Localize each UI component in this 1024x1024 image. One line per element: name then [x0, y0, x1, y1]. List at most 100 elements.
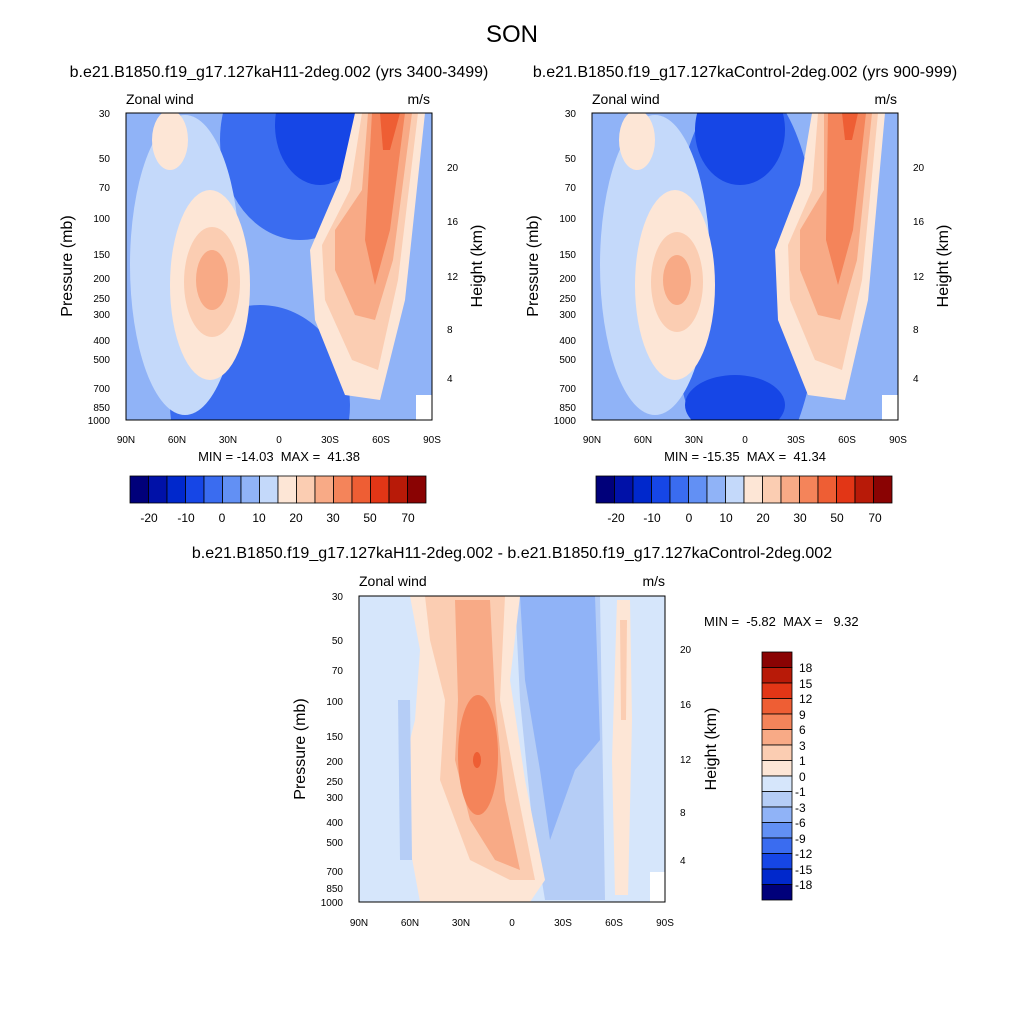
panel-2-contour-blue-center	[670, 113, 820, 420]
colorbar-tick-label: 10	[252, 511, 266, 525]
y-tick-label: 30	[565, 109, 577, 120]
panel-3-missing-terrain	[650, 872, 665, 902]
panel-3-colorbar	[761, 651, 793, 901]
colorbar-swatch	[817, 475, 837, 504]
colorbar-swatch	[761, 760, 793, 777]
y2-tick-label: 4	[447, 374, 453, 385]
colorbar-tick-label: 0	[686, 511, 693, 525]
panel-3-x-axis: 90N 60N 30N 0 30S 60S 90S	[350, 918, 674, 929]
panel-3-stats: MIN = -5.82 MAX = 9.32	[704, 614, 859, 629]
panel-1-right-label: m/s	[407, 91, 430, 107]
panel-3-left-label: Zonal wind	[359, 573, 427, 589]
colorbar-swatch	[651, 475, 671, 504]
colorbar-swatch	[370, 475, 390, 504]
colorbar-swatch	[632, 475, 652, 504]
y-tick-label: 150	[559, 250, 576, 261]
y-tick-label: 1000	[321, 898, 344, 909]
colorbar-tick-label: 1	[799, 754, 806, 768]
x-tick-label: 30S	[554, 918, 572, 929]
colorbar-swatch	[761, 744, 793, 761]
panel-2-contour-sh-jet-core	[842, 113, 858, 140]
panel-1-colorbar	[129, 475, 427, 504]
colorbar-swatch	[706, 475, 726, 504]
y-tick-label: 250	[559, 294, 576, 305]
y-tick-label: 300	[559, 310, 576, 321]
y-tick-label: 850	[559, 403, 576, 414]
y-tick-label: 700	[93, 384, 110, 395]
y-tick-label: 100	[326, 697, 343, 708]
colorbar-swatch	[351, 475, 371, 504]
panel-1-x-axis: 90N 60N 30N 0 30S 60S 90S	[117, 435, 441, 446]
y2-tick-label: 16	[447, 217, 459, 228]
panel-3-contour-sh-pos-core	[620, 620, 627, 720]
panel-3-frame	[358, 595, 666, 903]
y-tick-label: 500	[559, 355, 576, 366]
y-tick-label: 500	[326, 838, 343, 849]
colorbar-swatch	[259, 475, 279, 504]
panel-2-contour-sh-jet-4	[826, 113, 866, 285]
y-tick-label: 30	[332, 592, 344, 603]
y-tick-label: 150	[93, 250, 110, 261]
y-tick-label: 400	[326, 818, 343, 829]
colorbar-tick-label: 18	[799, 661, 813, 675]
colorbar-swatch	[761, 853, 793, 870]
colorbar-tick-label: -3	[795, 801, 806, 815]
panel-3-right-label: m/s	[642, 573, 665, 589]
colorbar-tick-label: 12	[799, 692, 813, 706]
colorbar-tick-label: 50	[830, 511, 844, 525]
x-tick-label: 90S	[889, 435, 907, 446]
y-tick-label: 850	[326, 884, 343, 895]
y-tick-label: 500	[93, 355, 110, 366]
panel-2-colorbar-labels: -20 -10 0 10 20 30 50 70	[607, 511, 882, 525]
y2-tick-label: 16	[913, 217, 925, 228]
colorbar-tick-label: 0	[219, 511, 226, 525]
y2-tick-label: 8	[447, 325, 453, 336]
season-title: SON	[486, 21, 538, 48]
x-tick-label: 60N	[401, 918, 419, 929]
colorbar-tick-label: -20	[607, 511, 625, 525]
colorbar-swatch	[314, 475, 334, 504]
y-tick-label: 250	[93, 294, 110, 305]
colorbar-swatch	[761, 868, 793, 885]
y-tick-label: 250	[326, 777, 343, 788]
y-tick-label: 700	[326, 867, 343, 878]
y2-tick-label: 20	[680, 645, 692, 656]
panel-3-contour-max	[473, 752, 481, 768]
panel-2-y2-axis: 20 16 12 8 4	[913, 163, 925, 385]
colorbar-tick-label: 70	[868, 511, 882, 525]
colorbar-swatch	[761, 837, 793, 854]
colorbar-swatch	[407, 475, 427, 504]
panel-3-field	[359, 596, 665, 902]
x-tick-label: 0	[276, 435, 282, 446]
x-tick-label: 30N	[685, 435, 703, 446]
panel-1-missing-terrain	[416, 395, 432, 420]
colorbar-swatch	[185, 475, 205, 504]
y2-tick-label: 12	[913, 272, 925, 283]
y-tick-label: 50	[565, 154, 577, 165]
colorbar-swatch	[761, 667, 793, 684]
panel-1-y2-axis: 20 16 12 8 4	[447, 163, 459, 385]
panel-2-left-label: Zonal wind	[592, 91, 660, 107]
x-tick-label: 0	[742, 435, 748, 446]
y2-tick-label: 20	[913, 163, 925, 174]
colorbar-tick-label: 20	[289, 511, 303, 525]
panel-1-colorbar-labels: -20 -10 0 10 20 30 50 70	[140, 511, 415, 525]
y-tick-label: 300	[93, 310, 110, 321]
panel-2-stats: MIN = -15.35 MAX = 41.34	[664, 449, 826, 464]
colorbar-swatch	[761, 791, 793, 808]
panel-2-x-axis: 90N 60N 30N 0 30S 60S 90S	[583, 435, 907, 446]
y-tick-label: 300	[326, 793, 343, 804]
panel-1-stats: MIN = -14.03 MAX = 41.38	[198, 449, 360, 464]
panel-2-frame	[591, 112, 899, 421]
panel-1-contour-sh-jet-core	[380, 113, 400, 150]
panel-2-field	[592, 113, 898, 420]
x-tick-label: 30N	[219, 435, 237, 446]
colorbar-tick-label: -9	[795, 832, 806, 846]
y2-tick-label: 8	[913, 325, 919, 336]
x-tick-label: 90S	[656, 918, 674, 929]
y-tick-label: 150	[326, 732, 343, 743]
panel-3-ylabel: Pressure (mb)	[292, 698, 309, 799]
x-tick-label: 90N	[117, 435, 135, 446]
x-tick-label: 90S	[423, 435, 441, 446]
